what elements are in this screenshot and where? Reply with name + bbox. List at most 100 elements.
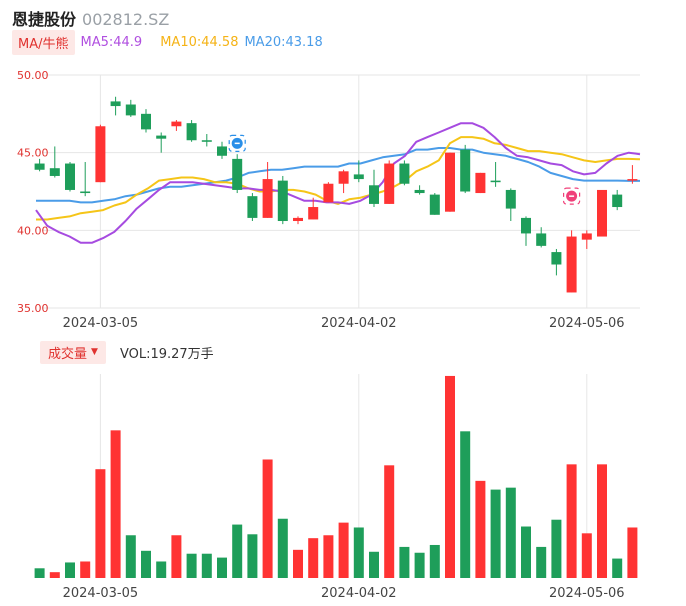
candle-body [171, 121, 182, 127]
candle-body [627, 179, 638, 181]
stock-name: 恩捷股份 [12, 10, 77, 29]
candle-body [201, 140, 212, 142]
volume-bar [156, 561, 167, 578]
ma10-line [36, 136, 641, 221]
volume-legend: 成交量 ▼ VOL:19.27万手 [40, 340, 214, 364]
volume-bar [475, 480, 486, 578]
candle-body [110, 101, 121, 107]
volume-value: VOL:19.27万手 [119, 346, 214, 362]
volume-bar [49, 572, 60, 578]
volume-bar [247, 534, 258, 578]
candle-body [536, 233, 547, 246]
volume-bar [536, 546, 547, 578]
ma20-label: MA20:43.18 [244, 34, 323, 50]
y-tick-label: 50.00 [17, 69, 49, 82]
volume-indicator-label: 成交量 [48, 346, 88, 362]
volume-bar [627, 527, 638, 578]
candle-body [445, 152, 455, 212]
volume-indicator-button[interactable]: 成交量 ▼ [40, 340, 106, 364]
y-tick-label: 40.00 [17, 224, 49, 237]
candle-body [156, 135, 167, 139]
candle-body [475, 172, 486, 194]
candle-body [49, 168, 60, 176]
candle-body [399, 163, 410, 184]
candle-body [95, 126, 106, 183]
candle-body [277, 180, 288, 222]
volume-bar [201, 553, 212, 578]
candle-body [141, 113, 151, 130]
volume-bar [521, 526, 531, 578]
candle-body [429, 194, 440, 215]
volume-bar [95, 469, 106, 578]
volume-bar [369, 551, 379, 578]
volume-bar [80, 561, 91, 578]
stock-title: 恩捷股份 002812.SZ [12, 6, 170, 29]
volume-bar [34, 568, 45, 578]
candle-body [384, 163, 395, 204]
x-tick-label: 2024-04-02 [321, 316, 397, 331]
volume-bar [308, 538, 319, 578]
ma-legend: MA/牛熊 MA5:44.9 MA10:44.58 MA20:43.18 [12, 29, 323, 55]
ma5-line [35, 122, 641, 244]
volume-bar [490, 489, 501, 578]
volume-bar [217, 557, 227, 578]
candle-body [125, 104, 136, 116]
volume-bar [597, 464, 607, 578]
candle-body [34, 163, 45, 170]
candle-body [293, 217, 303, 222]
candle-body [308, 207, 319, 220]
candle-body [338, 171, 349, 184]
candle-body [521, 217, 531, 234]
volume-bar [232, 524, 243, 578]
candle-body [490, 180, 501, 183]
candle-body [323, 183, 334, 203]
volume-bar [125, 535, 136, 578]
volume-bar [186, 553, 197, 578]
volume-bar [262, 459, 273, 578]
candle-body [414, 189, 425, 194]
volume-bar [65, 562, 75, 578]
ma-toggle-button[interactable]: MA/牛熊 [12, 29, 75, 55]
y-tick-label: 45.00 [17, 147, 49, 160]
volume-bar [171, 535, 182, 578]
volume-bar [429, 544, 440, 578]
candle-body [217, 146, 227, 156]
volume-bar [277, 518, 288, 578]
volume-bar [566, 464, 577, 578]
ma5-label: MA5:44.9 [80, 34, 143, 50]
volume-bar [293, 549, 303, 578]
candle-body [80, 191, 91, 194]
candle-body [232, 158, 243, 190]
volume-bar [353, 527, 364, 578]
volume-bar [110, 430, 121, 578]
volume-bar [323, 535, 334, 578]
event-marker-icon[interactable] [228, 134, 246, 152]
candle-body [566, 236, 577, 293]
x-tick-label: 2024-03-05 [63, 316, 139, 331]
volume-bar [460, 431, 471, 578]
candle-body [186, 123, 197, 141]
candle-body [460, 149, 471, 192]
candle-body [551, 252, 562, 265]
stock-code: 002812.SZ [82, 10, 170, 29]
event-marker-icon[interactable] [562, 187, 581, 205]
candle-body [369, 185, 379, 204]
candle-body [612, 194, 623, 208]
candle-body [262, 179, 273, 218]
volume-bar [384, 465, 395, 578]
volume-bar [399, 546, 410, 578]
volume-bar [414, 552, 425, 578]
candle-body [247, 196, 258, 218]
volume-bar [338, 522, 349, 578]
caret-down-icon: ▼ [91, 347, 98, 357]
candle-body [65, 163, 75, 190]
volume-bar [551, 519, 562, 578]
volume-bar [445, 375, 455, 578]
volume-x-tick-label: 2024-04-02 [321, 586, 397, 601]
candle-body [581, 233, 592, 240]
ma10-label: MA10:44.58 [160, 34, 239, 50]
candle-body [597, 189, 607, 237]
volume-x-tick-label: 2024-05-06 [549, 586, 625, 601]
ma20-line [36, 147, 640, 204]
